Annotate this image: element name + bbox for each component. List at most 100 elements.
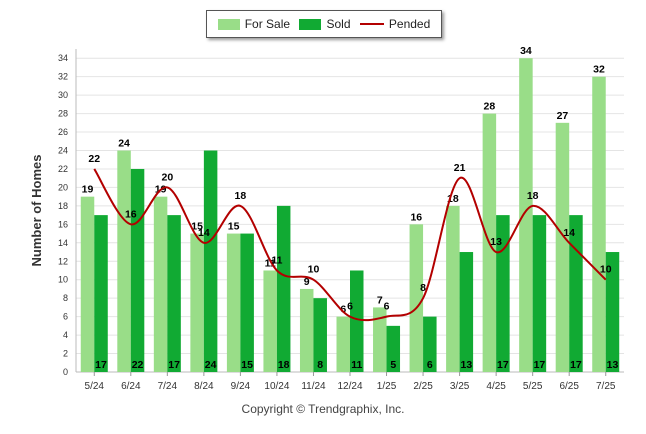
pended-value-label: 21	[454, 162, 466, 174]
y-tick-label: 8	[63, 293, 68, 303]
pended-value-label: 18	[527, 190, 539, 202]
for-sale-value-label: 27	[557, 110, 569, 122]
bar-sold	[130, 168, 145, 372]
y-tick-label: 0	[63, 367, 68, 377]
bar-for-sale	[592, 76, 606, 372]
x-tick-label: 9/24	[231, 381, 251, 392]
sold-value-label: 18	[278, 359, 290, 371]
pended-value-label: 10	[600, 264, 612, 276]
bar-sold	[350, 270, 364, 372]
pended-value-label: 16	[125, 208, 137, 220]
bar-sold	[423, 316, 437, 372]
for-sale-value-label: 15	[191, 221, 203, 233]
legend: For Sale Sold Pended	[206, 10, 442, 38]
sold-value-label: 6	[427, 359, 433, 371]
x-tick-label: 11/24	[301, 381, 326, 392]
bar-sold	[167, 215, 181, 372]
pended-value-label: 20	[161, 171, 173, 183]
for-sale-value-label: 15	[228, 221, 240, 233]
bar-for-sale	[373, 307, 387, 372]
sold-value-label: 22	[132, 359, 144, 371]
for-sale-swatch	[217, 18, 240, 30]
x-tick-label: 6/25	[559, 381, 579, 392]
pended-value-label: 6	[384, 301, 390, 313]
sold-value-label: 8	[317, 359, 323, 371]
pended-value-label: 8	[420, 282, 426, 294]
y-tick-label: 16	[58, 219, 68, 229]
sold-value-label: 17	[168, 359, 180, 371]
sold-swatch	[299, 18, 322, 30]
sold-value-label: 17	[95, 359, 107, 371]
y-tick-label: 20	[58, 182, 68, 192]
for-sale-value-label: 6	[340, 304, 346, 316]
pended-swatch	[359, 23, 384, 25]
pended-value-label: 14	[563, 227, 575, 239]
legend-label-sold: Sold	[326, 17, 351, 31]
bar-for-sale	[117, 150, 131, 372]
legend-item-for-sale: For Sale	[217, 17, 291, 31]
pended-value-label: 14	[198, 227, 210, 239]
bar-for-sale	[153, 196, 168, 372]
bar-for-sale	[446, 205, 460, 372]
bar-for-sale	[555, 122, 570, 372]
bar-for-sale	[80, 196, 95, 372]
bar-sold	[605, 252, 620, 372]
bar-sold	[313, 298, 327, 372]
sold-value-label: 13	[461, 359, 473, 371]
bar-sold	[496, 215, 510, 372]
sold-value-label: 17	[570, 359, 582, 371]
for-sale-value-label: 9	[304, 276, 310, 288]
sold-value-label: 24	[205, 359, 217, 371]
x-tick-label: 5/25	[523, 381, 543, 392]
y-tick-label: 30	[58, 90, 68, 100]
bar-sold	[276, 205, 291, 372]
y-tick-label: 26	[58, 127, 68, 137]
x-tick-label: 10/24	[264, 381, 289, 392]
legend-item-pended: Pended	[359, 17, 431, 31]
x-tick-label: 3/25	[450, 381, 470, 392]
for-sale-value-label: 11	[265, 257, 276, 269]
pended-value-label: 13	[490, 236, 502, 248]
legend-label-pended: Pended	[388, 17, 431, 31]
x-tick-label: 12/24	[337, 381, 362, 392]
y-tick-label: 22	[58, 164, 68, 174]
legend-item-sold: Sold	[299, 17, 351, 31]
x-tick-label: 2/25	[413, 381, 433, 392]
y-axis-title: Number of Homes	[29, 155, 44, 267]
y-tick-label: 14	[58, 238, 68, 248]
y-tick-label: 2	[63, 349, 68, 359]
y-tick-label: 28	[58, 109, 68, 119]
bar-sold	[459, 252, 474, 372]
x-tick-label: 4/25	[486, 381, 506, 392]
bar-sold	[94, 215, 108, 372]
pended-value-label: 10	[308, 264, 320, 276]
bar-for-sale	[336, 316, 350, 372]
legend-label-for-sale: For Sale	[244, 17, 291, 31]
y-tick-label: 4	[63, 330, 68, 340]
for-sale-value-label: 16	[410, 211, 422, 223]
pended-value-label: 11	[271, 254, 282, 266]
sold-value-label: 17	[497, 359, 509, 371]
x-tick-label: 1/25	[377, 381, 397, 392]
for-sale-value-label: 24	[118, 138, 130, 150]
x-tick-label: 6/24	[121, 381, 141, 392]
x-tick-label: 7/25	[596, 381, 616, 392]
bar-for-sale	[299, 288, 314, 372]
pended-value-label: 6	[347, 301, 353, 313]
bar-sold	[532, 215, 547, 372]
y-tick-label: 6	[63, 312, 68, 322]
y-tick-label: 34	[58, 53, 68, 63]
bar-sold	[386, 325, 401, 372]
y-tick-label: 12	[58, 256, 68, 266]
pended-line	[93, 168, 607, 322]
y-tick-label: 10	[58, 275, 68, 285]
x-tick-label: 7/24	[158, 381, 178, 392]
for-sale-value-label: 28	[484, 101, 496, 113]
sold-value-label: 5	[390, 359, 396, 371]
x-tick-label: 8/24	[194, 381, 214, 392]
for-sale-value-label: 18	[447, 193, 459, 205]
pended-value-label: 18	[235, 190, 247, 202]
y-tick-label: 32	[58, 72, 68, 82]
bar-sold	[203, 150, 218, 372]
